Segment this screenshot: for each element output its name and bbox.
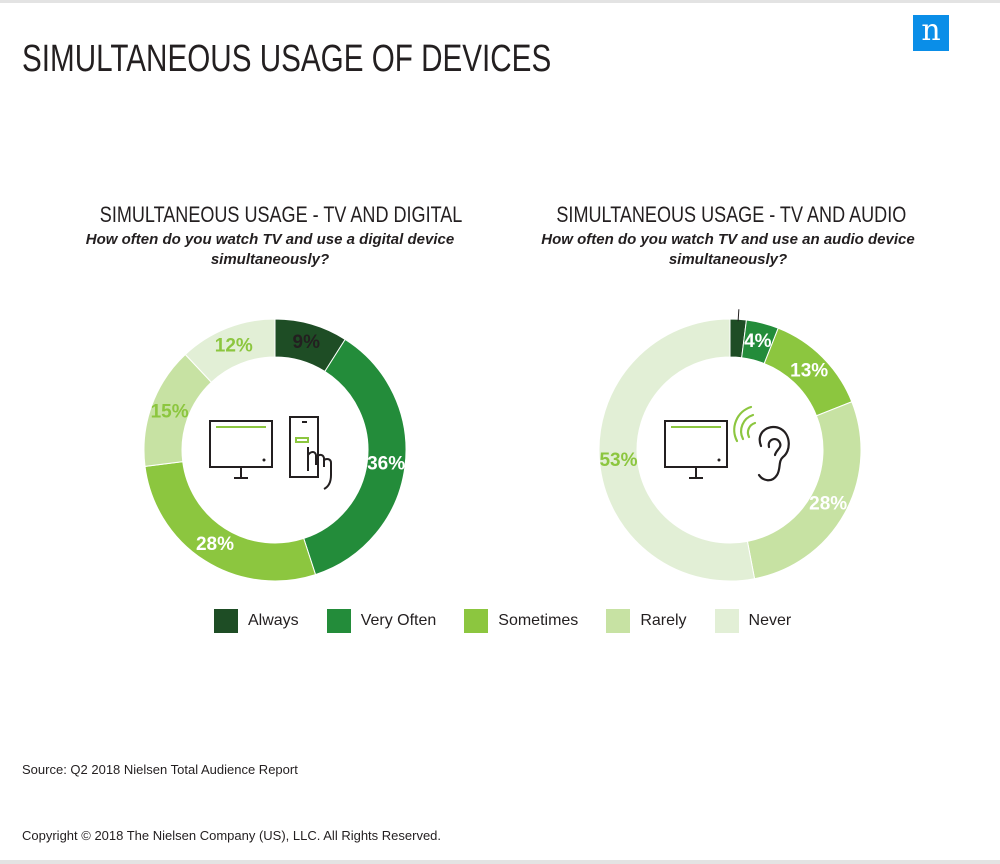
- legend-label: Very Often: [360, 612, 437, 629]
- donut-data-label: 12%: [215, 335, 253, 356]
- chart-subtitle-digital: How often do you watch TV and use a digi…: [85, 231, 455, 268]
- donut-data-label: 28%: [809, 493, 847, 514]
- donut-data-label: 15%: [151, 402, 189, 423]
- legend-label: Always: [248, 612, 299, 629]
- donut-slice-never: [598, 318, 756, 582]
- ear-audio-icon: [733, 405, 790, 482]
- chart-legend: Always Very Often Sometimes Rarely Never: [214, 608, 819, 634]
- legend-item-always: Always: [214, 609, 299, 633]
- donut-slice-very-often: [303, 338, 407, 576]
- legend-item-very-often: Very Often: [326, 609, 437, 633]
- tv-icon: [209, 420, 273, 479]
- label-leader-line: [737, 309, 740, 322]
- donut-slice-rarely: [746, 401, 862, 580]
- legend-item-sometimes: Sometimes: [464, 609, 578, 633]
- legend-swatch: [326, 609, 351, 633]
- page-title: SIMULTANEOUS USAGE OF DEVICES: [22, 38, 552, 80]
- legend-item-never: Never: [714, 609, 792, 633]
- donut-slice-sometimes: [144, 461, 317, 582]
- donut-data-label: 53%: [599, 450, 637, 471]
- legend-swatch: [606, 609, 631, 633]
- donut-data-label: 28%: [196, 534, 234, 555]
- legend-label: Never: [748, 612, 792, 629]
- chart-title-audio: SIMULTANEOUS USAGE - TV AND AUDIO: [556, 202, 907, 227]
- nielsen-logo: n: [913, 15, 949, 51]
- legend-swatch: [214, 609, 238, 633]
- legend-item-rarely: Rarely: [606, 609, 687, 633]
- legend-label: Sometimes: [498, 612, 579, 629]
- bottom-border: [0, 860, 1000, 864]
- legend-swatch: [714, 609, 739, 633]
- legend-swatch: [464, 609, 489, 633]
- chart-title-digital: SIMULTANEOUS USAGE - TV AND DIGITAL: [99, 202, 463, 227]
- tv-icon: [664, 420, 728, 479]
- phone-touch-icon: [289, 416, 332, 490]
- source-note: Source: Q2 2018 Nielsen Total Audience R…: [22, 762, 298, 777]
- copyright-note: Copyright © 2018 The Nielsen Company (US…: [22, 828, 442, 843]
- donut-slice-never: [184, 318, 276, 383]
- donut-data-label: 4%: [744, 331, 772, 352]
- donut-chart-audio: 2%4%13%28%53%: [598, 309, 862, 582]
- donut-data-label: 13%: [790, 360, 828, 381]
- donut-data-label: 9%: [293, 332, 321, 353]
- legend-label: Rarely: [640, 612, 687, 629]
- donut-chart-digital: 9% 36% 28% 15% 12%: [143, 318, 407, 582]
- chart-subtitle-audio: How often do you watch TV and use an aud…: [541, 231, 915, 268]
- donut-data-label: 36%: [367, 454, 405, 475]
- top-border: [0, 0, 1000, 3]
